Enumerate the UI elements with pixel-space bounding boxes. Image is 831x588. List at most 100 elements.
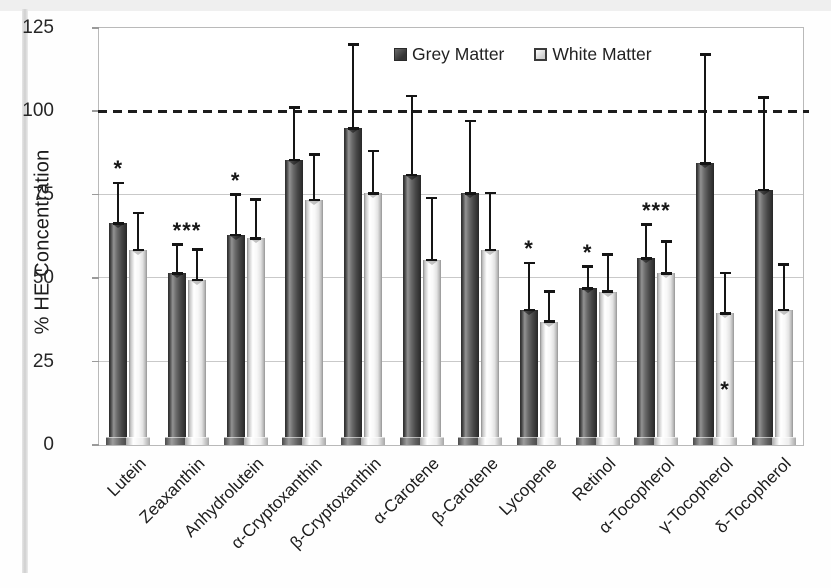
significance-marker: *** (172, 217, 202, 243)
error-bar-cap-bottom (699, 162, 711, 165)
bar-top-bevel (228, 234, 243, 240)
gridline-25 (99, 360, 803, 362)
bar-base-pedestal (185, 437, 209, 445)
error-bar-cap-top (230, 193, 242, 196)
error-bar-line (313, 154, 316, 201)
error-bar-cap-bottom (406, 173, 418, 177)
white-matter-swatch-icon (534, 48, 548, 61)
white-matter-bar (185, 279, 209, 445)
bar-top-bevel (190, 279, 204, 285)
white-matter-bar (126, 249, 151, 445)
bar-top-bevel (111, 223, 126, 229)
bar-top-bevel (463, 193, 478, 199)
error-bar-cap-top (464, 119, 476, 123)
error-bar-cap-top (484, 191, 496, 195)
bar-top-bevel (698, 163, 712, 169)
error-bar-cap-bottom (171, 272, 183, 275)
white-matter-bar (302, 199, 327, 445)
significance-marker: * (113, 156, 124, 182)
error-bar-cap-top (308, 153, 320, 156)
bar-top-bevel (131, 249, 146, 255)
white-matter-bar (595, 291, 620, 445)
error-bar-line (430, 198, 433, 261)
error-bar-cap-top (347, 43, 359, 46)
error-bar-cap-bottom (250, 237, 262, 240)
error-bar-cap-top (288, 106, 300, 110)
error-bar-cap-top (112, 181, 124, 185)
y-axis-title: % HE Concentration (31, 149, 54, 335)
significance-marker: * (524, 236, 534, 262)
grey-matter-swatch-icon (394, 48, 407, 61)
error-bar-line (410, 96, 413, 176)
error-bar-line (195, 249, 199, 281)
grey-matter-bar (223, 234, 248, 445)
x-tick-label: Lutein (103, 454, 150, 501)
error-bar-cap-top (602, 253, 614, 256)
grey-matter-bar (282, 159, 307, 445)
x-tick-label: Retinol (568, 454, 620, 505)
error-bar-cap-bottom (660, 272, 672, 275)
error-bar-cap-bottom (367, 192, 379, 195)
scan-artifact-top (0, 0, 831, 11)
error-bar-cap-bottom (719, 312, 731, 315)
bar-top-bevel (718, 313, 732, 319)
error-bar-cap-top (426, 196, 438, 200)
error-bar-cap-bottom (484, 248, 496, 252)
white-matter-bar (771, 309, 796, 445)
y-tick-label-125: 125 (22, 17, 54, 38)
bar-top-bevel (776, 309, 791, 315)
grey-matter-bar (517, 309, 541, 445)
bar-base-pedestal (634, 437, 659, 445)
grey-matter-bar (693, 163, 717, 445)
significance-marker: * (582, 239, 593, 265)
error-bar-line (371, 151, 375, 195)
reference-line-100 (98, 110, 809, 113)
bar-base-pedestal (243, 437, 268, 445)
error-bar-cap-top (640, 223, 652, 226)
bar-top-bevel (659, 273, 674, 279)
legend-item-grey: Grey Matter (394, 44, 504, 65)
grey-matter-bar (751, 189, 776, 445)
bar-top-bevel (542, 321, 556, 327)
bar-base-pedestal (693, 437, 717, 445)
error-bar-line (723, 273, 727, 315)
y-tick-label-75: 75 (32, 183, 54, 205)
error-bar-cap-top (699, 53, 711, 56)
grey-matter-bar (634, 258, 659, 445)
bar-base-pedestal (302, 437, 327, 445)
error-bar-cap-top (406, 94, 418, 98)
error-bar-cap-bottom (640, 257, 652, 260)
white-matter-bar (713, 313, 737, 445)
bar-base-pedestal (654, 437, 679, 445)
error-bar-line (489, 193, 492, 251)
grey-matter-bar (399, 174, 424, 445)
error-bar-line (645, 224, 648, 260)
grey-matter-bar (458, 193, 483, 445)
bar-base-pedestal (282, 437, 307, 445)
y-tick-label-50: 50 (32, 267, 54, 289)
error-bar-line (234, 194, 237, 236)
error-bar-line (606, 254, 609, 293)
error-bar-cap-bottom (426, 258, 438, 262)
significance-marker: * (230, 167, 241, 193)
y-tick-mark-75 (92, 193, 99, 196)
bar-base-pedestal (106, 437, 131, 445)
bar-base-pedestal (419, 437, 444, 445)
x-tick-label: Lycopene (495, 454, 561, 520)
error-bar-cap-top (250, 198, 262, 201)
bar-base-pedestal (517, 437, 541, 445)
error-bar-cap-top (758, 96, 770, 100)
bar-top-bevel (522, 309, 536, 315)
plot-area: 0 25 50 75 100 125 * *** * * * *** * (22, 17, 809, 455)
y-tick-mark-50 (92, 277, 99, 279)
bar-base-pedestal (751, 437, 776, 445)
bar-base-pedestal (478, 437, 503, 445)
error-bar-cap-bottom (347, 127, 359, 130)
y-tick-label-100: 100 (22, 100, 54, 122)
error-bar-cap-top (523, 261, 535, 265)
error-bar-cap-bottom (464, 192, 476, 195)
error-bar-line (469, 121, 472, 195)
error-bar-line (547, 291, 551, 323)
error-bar-line (117, 183, 120, 225)
